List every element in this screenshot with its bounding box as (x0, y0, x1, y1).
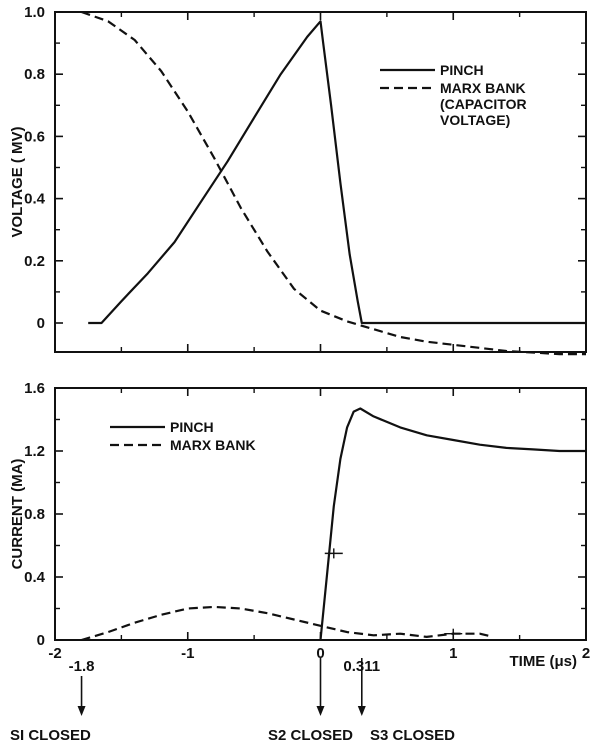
x-tick-label: 0 (316, 645, 324, 662)
event-label: SI CLOSED (10, 727, 91, 744)
y-axis-title: VOLTAGE ( MV) (9, 126, 26, 237)
series-line-pinch (319, 407, 586, 641)
legend-label: PINCH (170, 419, 214, 435)
series-line-marx-bank (81, 10, 586, 356)
switch-events: -1.8 0.311 SI CLOSED S2 CLOSED S3 CLOSED (10, 658, 455, 744)
event-time-label: 0.311 (343, 658, 380, 675)
legend-label-extra: VOLTAGE) (440, 112, 510, 128)
event-arrow-head (77, 706, 86, 716)
y-tick-label: 0.8 (24, 506, 45, 523)
y-tick-label: 1.6 (24, 380, 45, 397)
event-arrow-head (357, 706, 366, 716)
y-tick-label: 0.8 (24, 66, 45, 83)
y-axis-title: CURRENT (MA) (9, 459, 26, 570)
y-tick-label: 0.4 (24, 191, 46, 208)
y-tick-label: 0.6 (24, 128, 45, 145)
legend-label: PINCH (440, 62, 484, 78)
y-tick-label: 0.4 (24, 569, 46, 586)
y-tick-label: 0 (37, 632, 45, 649)
legend-label-extra: (CAPACITOR (440, 96, 527, 112)
x-tick-label: 2 (582, 645, 590, 662)
legend-label: MARX BANK (170, 437, 256, 453)
series-line-marx-bank (81, 605, 494, 642)
x-tick-label: 1 (449, 645, 457, 662)
voltage-panel: 0 0.2 0.4 0.6 0.8 1.0 VOLTAGE ( MV) PINCH MARX B… (9, 4, 587, 356)
legend-label: MARX BANK (440, 80, 526, 96)
y-tick-label: 1.2 (24, 443, 45, 460)
current-panel: 0 0.4 0.8 1.2 1.6 -2 -1 0 1 2 CURRENT (MA) TIME (μs… (9, 380, 590, 670)
y-tick-label: 0 (37, 315, 45, 332)
x-tick-label: -1 (181, 645, 194, 662)
series-line-pinch (88, 20, 586, 325)
y-tick-label: 0.2 (24, 253, 45, 270)
event-label: S3 CLOSED (370, 727, 455, 744)
event-label: S2 CLOSED (268, 727, 353, 744)
event-arrow-head (316, 706, 325, 716)
plot-frame (54, 11, 587, 353)
event-time-label: -1.8 (69, 658, 95, 675)
x-axis-title: TIME (μs) (509, 653, 577, 670)
y-tick-label: 1.0 (24, 4, 45, 21)
x-tick-label: -2 (48, 645, 61, 662)
plot-frame (54, 387, 587, 641)
